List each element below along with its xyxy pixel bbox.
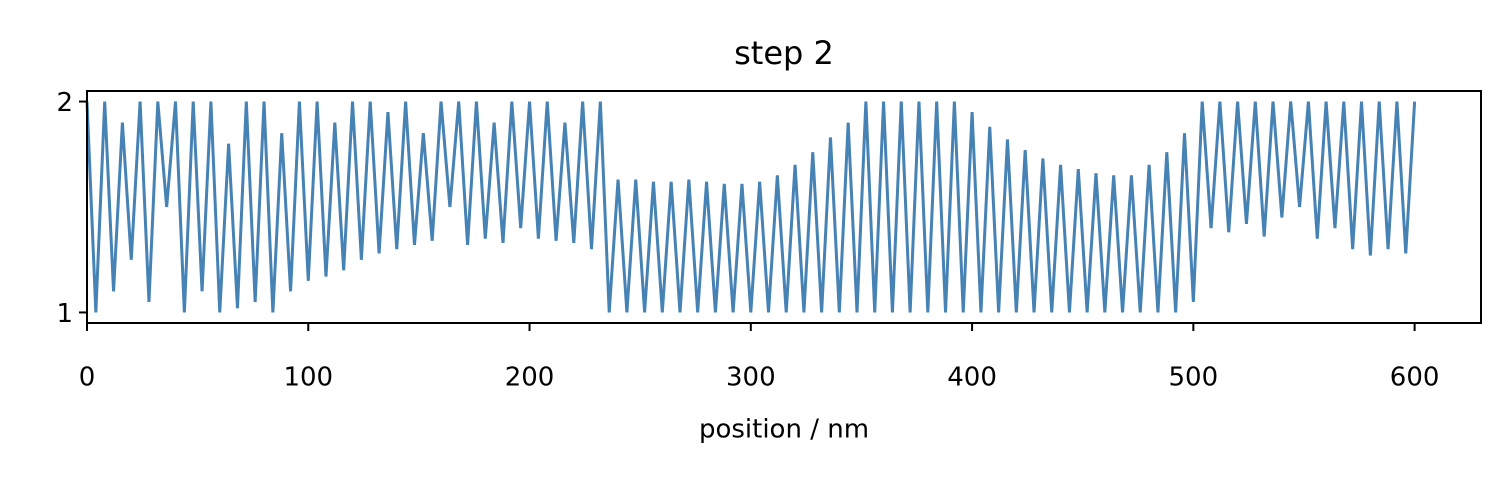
x-tick-label: 300 — [726, 363, 776, 393]
x-tick-label: 500 — [1169, 363, 1219, 393]
y-tick-label: 1 — [56, 299, 73, 329]
plot-frame — [86, 90, 1482, 324]
x-tick-label: 400 — [947, 363, 997, 393]
x-tick-label: 600 — [1390, 363, 1440, 393]
data-line — [85, 101, 1417, 313]
x-tick-label: 100 — [283, 363, 333, 393]
y-tick-label: 2 — [56, 88, 73, 118]
x-tick-label: 200 — [505, 363, 555, 393]
x-tick-label: 0 — [79, 363, 96, 393]
x-axis-label: position / nm — [699, 415, 869, 445]
chart-title: step 2 — [734, 34, 834, 72]
